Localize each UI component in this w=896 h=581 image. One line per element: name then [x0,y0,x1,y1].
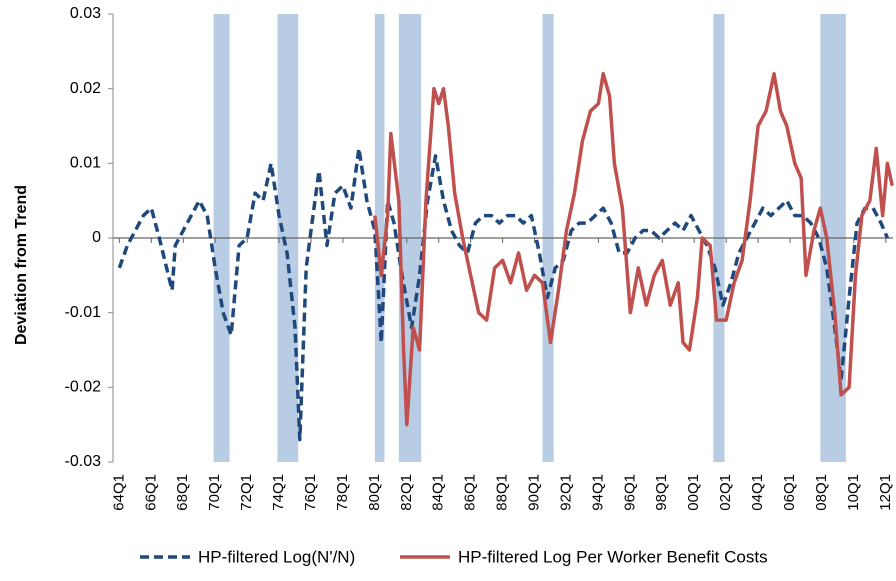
x-tick-label: 86Q1 [462,474,479,511]
y-tick-label: -0.03 [65,453,102,470]
x-tick-label: 80Q1 [366,474,383,511]
x-tick-label: 78Q1 [334,474,351,511]
x-tick-label: 70Q1 [206,474,223,511]
x-tick-label: 92Q1 [557,474,574,511]
x-tick-label: 72Q1 [238,474,255,511]
y-tick-label: -0.02 [65,379,102,396]
x-tick-label: 82Q1 [398,474,415,511]
x-tick-label: 12Q1 [877,474,894,511]
x-tick-label: 02Q1 [717,474,734,511]
x-tick-label: 04Q1 [749,474,766,511]
x-tick-label: 76Q1 [302,474,319,511]
series-line [117,146,890,442]
y-tick-label: 0.01 [70,155,101,172]
legend-label: HP-filtered Log Per Worker Benefit Costs [458,547,768,566]
x-tick-label: 94Q1 [589,474,606,511]
x-tick-label: 00Q1 [685,474,702,511]
y-tick-label: 0.03 [70,5,101,22]
series-line [373,71,894,427]
y-axis-title: Deviation from Trend [13,185,30,345]
x-tick-label: 88Q1 [494,474,511,511]
x-tick-label: 06Q1 [781,474,798,511]
x-tick-label: 84Q1 [430,474,447,511]
x-tick-label: 96Q1 [621,474,638,511]
y-tick-label: 0.02 [70,80,101,97]
x-tick-label: 10Q1 [845,474,862,511]
x-tick-label: 90Q1 [526,474,543,511]
x-tick-label: 98Q1 [653,474,670,511]
x-tick-label: 64Q1 [110,474,127,511]
x-tick-label: 08Q1 [813,474,830,511]
y-tick-label: 0 [92,229,101,246]
x-tick-label: 66Q1 [142,474,159,511]
legend-label: HP-filtered Log(N'/N) [198,547,355,566]
x-tick-label: 68Q1 [174,474,191,511]
y-tick-label: -0.01 [65,304,102,321]
x-tick-label: 74Q1 [270,474,287,511]
